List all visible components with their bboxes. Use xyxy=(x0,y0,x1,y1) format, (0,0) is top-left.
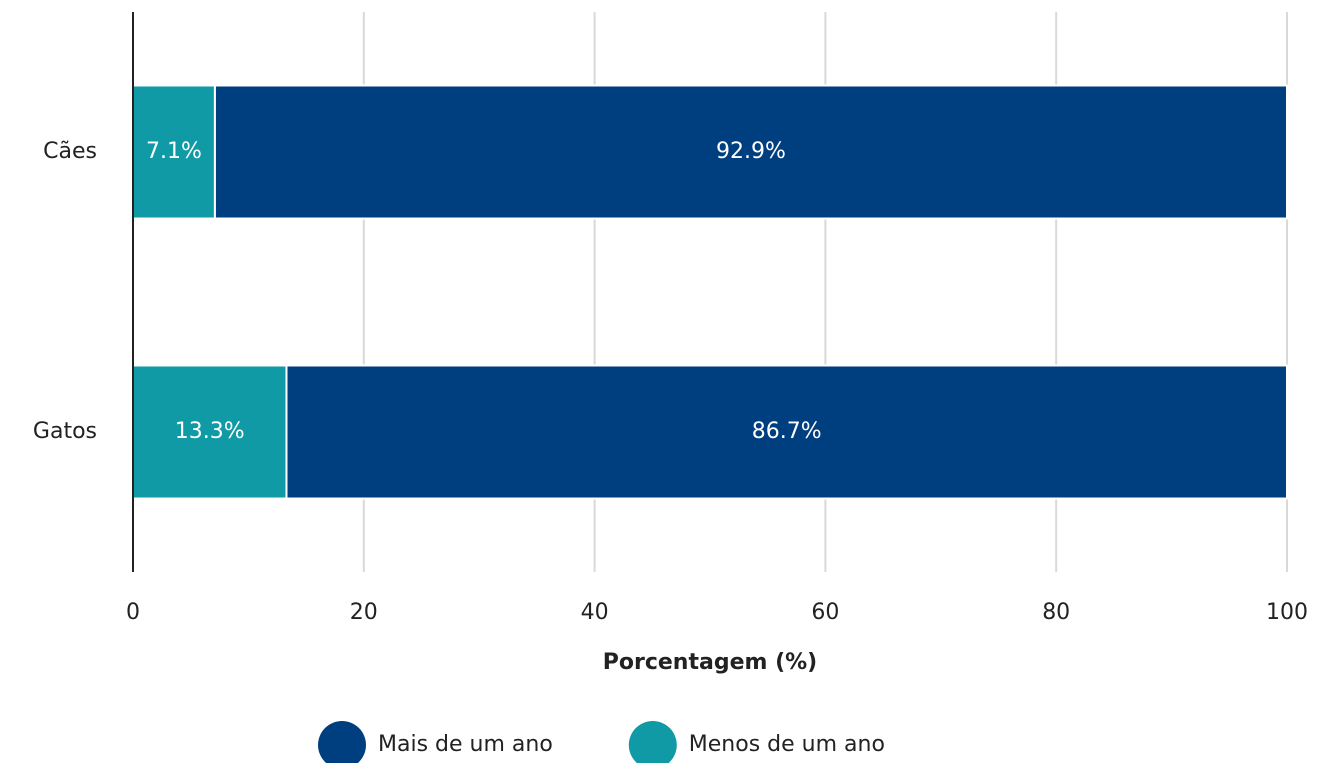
x-tick-label: 80 xyxy=(1042,600,1070,625)
x-tick-label: 60 xyxy=(811,600,839,625)
y-tick-label: Gatos xyxy=(33,419,97,444)
x-tick-label: 0 xyxy=(126,600,140,625)
legend-label: Menos de um ano xyxy=(689,732,885,757)
x-axis-label: Porcentagem (%) xyxy=(603,650,817,675)
value-label: 86.7% xyxy=(752,419,822,444)
x-tick-label: 20 xyxy=(350,600,378,625)
x-tick-label: 100 xyxy=(1266,600,1308,625)
bar-segment xyxy=(285,364,1288,500)
legend-swatch xyxy=(628,721,677,763)
value-label: 13.3% xyxy=(175,419,245,444)
bar-segment xyxy=(132,84,216,220)
x-tick-label: 40 xyxy=(581,600,609,625)
bar-segment xyxy=(213,84,1289,220)
y-tick-label: Cães xyxy=(43,139,97,164)
legend-label: Mais de um ano xyxy=(378,732,553,757)
value-label: 7.1% xyxy=(146,139,202,164)
legend-swatch xyxy=(318,721,366,763)
value-label: 92.9% xyxy=(716,139,786,164)
